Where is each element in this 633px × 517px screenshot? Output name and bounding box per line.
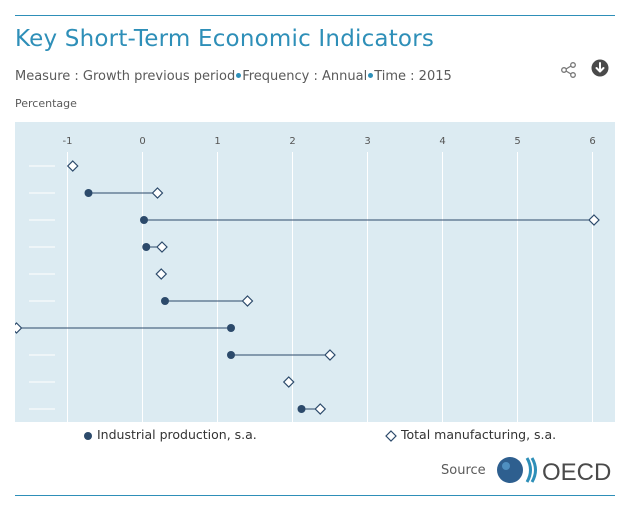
industrial-production-point (161, 297, 169, 305)
industrial-production-point (227, 324, 235, 332)
total-manufacturing-point (15, 322, 23, 334)
frequency-label: Frequency : Annual (242, 69, 368, 84)
industrial-production-point (142, 243, 151, 251)
chart-subtitle: Measure : Growth previous period Frequenc… (15, 69, 452, 84)
time-label: Time : 2015 (374, 69, 452, 84)
x-tick-label: 1 (214, 136, 220, 147)
x-tick-label: -1 (63, 136, 73, 147)
total-manufacturing-point (588, 214, 600, 226)
x-tick-label: 2 (289, 136, 295, 147)
legend-item-total-manufacturing[interactable]: Total manufacturing, s.a. (385, 427, 556, 442)
total-manufacturing-point (282, 376, 295, 388)
total-manufacturing-point (151, 187, 164, 199)
top-rule (15, 15, 615, 16)
x-tick-label: 0 (139, 136, 145, 147)
x-tick-label: 3 (364, 136, 370, 147)
page-title: Key Short-Term Economic Indicators (15, 26, 435, 52)
total-manufacturing-point (314, 403, 327, 415)
oecd-logo: OECD (497, 457, 611, 486)
separator-dot (368, 73, 374, 78)
x-tick-label: 4 (439, 136, 445, 147)
total-manufacturing-point (155, 268, 168, 280)
dumbbell-chart: -1 0 1 2 3 4 5 6 (15, 136, 600, 422)
total-manufacturing-point (156, 241, 168, 253)
separator-dot (236, 73, 242, 78)
measure-label: Measure : Growth previous period (15, 69, 236, 84)
share-icon[interactable] (560, 61, 578, 79)
industrial-production-point (297, 405, 306, 413)
plot-area (15, 122, 615, 422)
circle-marker-icon (84, 431, 92, 440)
source-link[interactable]: Source (441, 463, 486, 478)
download-icon[interactable] (591, 59, 609, 77)
logo-text: OECD (542, 459, 611, 486)
legend-label: Total manufacturing, s.a. (401, 427, 557, 442)
industrial-production-point (84, 189, 93, 197)
unit-label: Percentage (15, 97, 77, 110)
x-tick-label: 5 (514, 136, 520, 147)
total-manufacturing-point (66, 160, 79, 172)
x-tick-label: 6 (589, 136, 595, 147)
total-manufacturing-point (241, 295, 254, 307)
total-manufacturing-point (324, 349, 336, 361)
industrial-production-point (140, 216, 148, 224)
bottom-rule (15, 495, 615, 496)
industrial-production-point (227, 351, 235, 359)
legend-item-industrial-production[interactable]: Industrial production, s.a. (83, 427, 257, 442)
legend-label: Industrial production, s.a. (97, 427, 257, 442)
diamond-marker-icon (385, 429, 397, 442)
